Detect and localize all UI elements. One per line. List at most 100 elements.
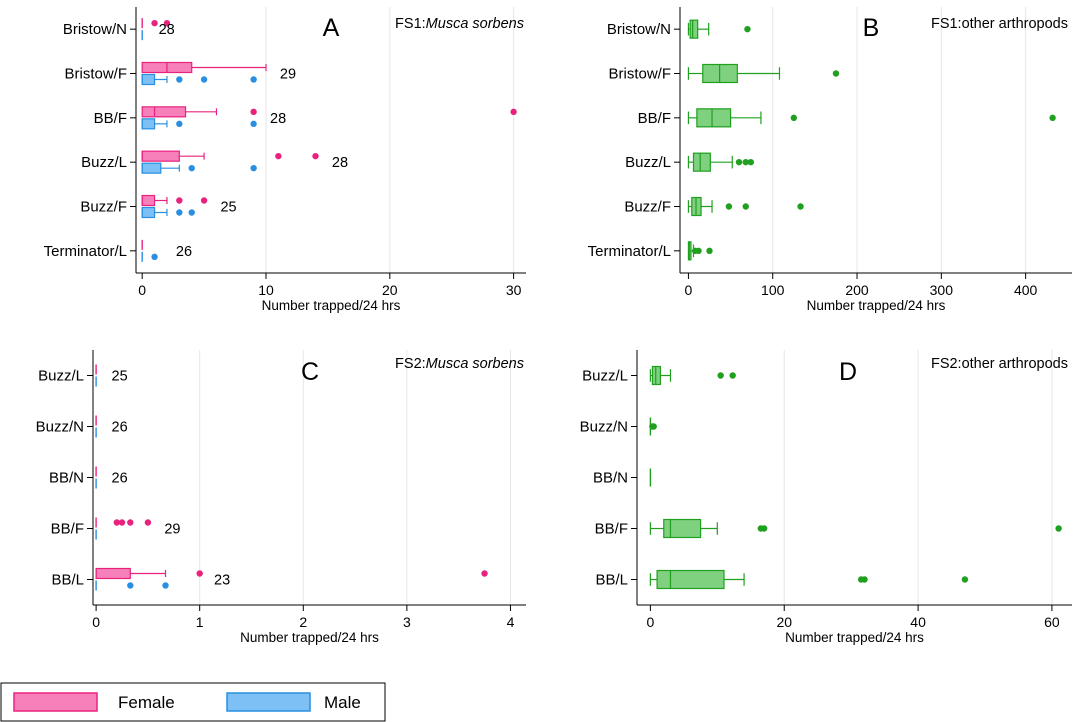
n-label: 29	[164, 522, 180, 538]
category-label: BB/F	[51, 521, 84, 538]
panel-title-prefix: FS1:other arthropods	[931, 16, 1068, 32]
legend-swatch-female	[13, 692, 98, 712]
x-tick-label: 1	[196, 614, 204, 630]
x-tick-label: 2	[299, 614, 307, 630]
x-tick-label: 0	[138, 282, 146, 298]
category-label: BB/F	[595, 521, 628, 538]
outlier-point	[200, 76, 208, 83]
legend: Female Male	[0, 682, 386, 722]
panel-title-species: Musca sorbens	[426, 16, 524, 32]
n-label: 23	[214, 573, 230, 589]
x-tick-label: 10	[258, 282, 274, 298]
box-iqr	[141, 150, 180, 162]
x-tick-label: 100	[761, 282, 785, 298]
outlier-point	[176, 120, 183, 128]
category-label: Buzz/N	[580, 419, 628, 436]
outlier-point	[481, 570, 488, 577]
outlier-point	[162, 582, 169, 589]
box-male	[141, 206, 195, 219]
outlier-point	[188, 164, 195, 172]
outlier-point	[961, 576, 969, 583]
x-tick-label: 3	[403, 614, 411, 630]
n-label: 28	[159, 22, 175, 38]
box-other	[687, 152, 755, 172]
outlier-point	[250, 108, 257, 116]
box-iqr	[141, 73, 156, 86]
outlier-point	[151, 253, 158, 261]
category-label: Buzz/L	[625, 154, 671, 171]
x-tick-label: 20	[776, 614, 792, 630]
box-iqr	[663, 518, 702, 539]
box-female	[141, 194, 208, 207]
outlier-point	[760, 525, 768, 532]
x-tick-label: 0	[685, 282, 693, 298]
outlier-point	[200, 197, 208, 204]
n-label: 25	[220, 200, 236, 216]
box-female	[141, 106, 517, 118]
box-iqr	[141, 106, 187, 118]
x-axis-label: Number trapped/24 hrs	[785, 630, 924, 645]
box-female	[95, 517, 152, 528]
outlier-point	[729, 372, 736, 379]
x-tick-label: 300	[930, 282, 954, 298]
outlier-point	[717, 372, 724, 379]
n-label: 25	[112, 369, 128, 385]
outlier-point	[706, 247, 713, 255]
panel-title-species: Musca sorbens	[426, 356, 524, 372]
x-tick-label: 200	[845, 282, 869, 298]
box-other	[687, 196, 804, 217]
outlier-point	[127, 519, 134, 526]
legend-label: Male	[324, 693, 361, 712]
panel-title: FS1:other arthropods	[931, 16, 1068, 32]
box-other	[649, 518, 1062, 539]
category-label: BB/N	[593, 470, 628, 487]
category-label: BB/F	[94, 110, 127, 127]
outlier-point	[735, 158, 743, 166]
outlier-point	[742, 203, 749, 210]
outlier-point	[1055, 525, 1062, 532]
outlier-point	[650, 423, 657, 430]
category-label: Buzz/F	[624, 199, 671, 216]
n-label: 28	[270, 111, 286, 127]
box-male	[141, 118, 257, 130]
outlier-point	[695, 247, 702, 255]
box-other	[687, 63, 840, 84]
panel-title: FS2:other arthropods	[931, 356, 1068, 372]
n-label: 26	[112, 420, 128, 436]
category-label: Bristow/F	[608, 66, 671, 83]
outlier-point	[151, 19, 158, 27]
category-label: Buzz/N	[36, 419, 84, 436]
box-female	[141, 61, 267, 74]
outlier-point	[118, 519, 126, 526]
outlier-point	[725, 203, 733, 210]
outlier-point	[797, 203, 804, 210]
box-male	[141, 73, 257, 86]
box-iqr	[141, 206, 156, 219]
panel-title: FS1:Musca sorbens	[395, 16, 524, 32]
outlier-point	[832, 70, 840, 77]
n-label: 26	[176, 244, 192, 260]
box-iqr	[141, 194, 156, 207]
outlier-point	[747, 158, 755, 166]
panel-letter: B	[863, 14, 880, 42]
outlier-point	[1049, 114, 1056, 122]
box-male	[95, 580, 169, 591]
category-label: Buzz/F	[80, 199, 127, 216]
outlier-point	[250, 164, 257, 172]
panel-a: 0 10 20 30 Number trapped/24 hrs Bristow/N Bri…	[44, 7, 526, 313]
box-other	[649, 569, 969, 590]
outlier-point	[790, 114, 798, 122]
outlier-point	[176, 197, 183, 204]
category-label: Buzz/L	[582, 368, 628, 385]
box-other	[687, 241, 713, 261]
outlier-point	[250, 76, 257, 83]
box-female	[141, 150, 319, 162]
outlier-point	[510, 108, 517, 116]
outlier-point	[163, 19, 171, 27]
box-iqr	[689, 19, 699, 39]
n-label: 29	[280, 67, 296, 83]
outlier-point	[196, 570, 203, 577]
x-tick-label: 0	[646, 614, 654, 630]
